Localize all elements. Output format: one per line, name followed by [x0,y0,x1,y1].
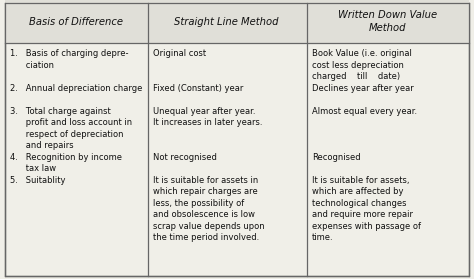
Text: and repairs: and repairs [10,141,73,150]
Text: Recognised: Recognised [312,153,361,162]
Text: 4.   Recognition by income: 4. Recognition by income [10,153,122,162]
Text: profit and loss account in: profit and loss account in [10,118,132,127]
Text: It is suitable for assets in: It is suitable for assets in [153,176,258,185]
Text: 2.   Annual depreciation charge: 2. Annual depreciation charge [10,84,142,93]
Text: Written Down Value
Method: Written Down Value Method [338,10,438,33]
Text: Declines year after year: Declines year after year [312,84,414,93]
Text: It increases in later years.: It increases in later years. [153,118,263,127]
Text: which repair charges are: which repair charges are [153,187,258,196]
Bar [5,0,469,43]
Text: 1.   Basis of charging depre-: 1. Basis of charging depre- [10,49,128,58]
Text: It is suitable for assets,: It is suitable for assets, [312,176,410,185]
Text: which are affected by: which are affected by [312,187,403,196]
Text: expenses with passage of: expenses with passage of [312,222,421,230]
Text: and obsolescence is low: and obsolescence is low [153,210,255,219]
Text: 3.   Total charge against: 3. Total charge against [10,107,111,116]
Text: Unequal year after year.: Unequal year after year. [153,107,255,116]
Text: ciation: ciation [10,61,54,70]
Text: Almost equal every year.: Almost equal every year. [312,107,417,116]
Text: Basis of Difference: Basis of Difference [29,17,123,27]
Text: 5.   Suitablity: 5. Suitablity [10,176,65,185]
Text: scrap value depends upon: scrap value depends upon [153,222,264,230]
Text: technological changes: technological changes [312,199,406,208]
Text: Straight Line Method: Straight Line Method [174,17,279,27]
Text: tax law: tax law [10,164,56,173]
Text: Fixed (Constant) year: Fixed (Constant) year [153,84,244,93]
Text: less, the possibility of: less, the possibility of [153,199,245,208]
Text: charged    till    date): charged till date) [312,72,400,81]
Text: Book Value (i.e. original: Book Value (i.e. original [312,49,412,58]
Text: Not recognised: Not recognised [153,153,217,162]
Text: cost less depreciation: cost less depreciation [312,61,404,70]
Text: respect of depreciation: respect of depreciation [10,130,123,139]
Text: and require more repair: and require more repair [312,210,413,219]
Text: Original cost: Original cost [153,49,206,58]
Text: time.: time. [312,233,334,242]
Text: the time period involved.: the time period involved. [153,233,259,242]
